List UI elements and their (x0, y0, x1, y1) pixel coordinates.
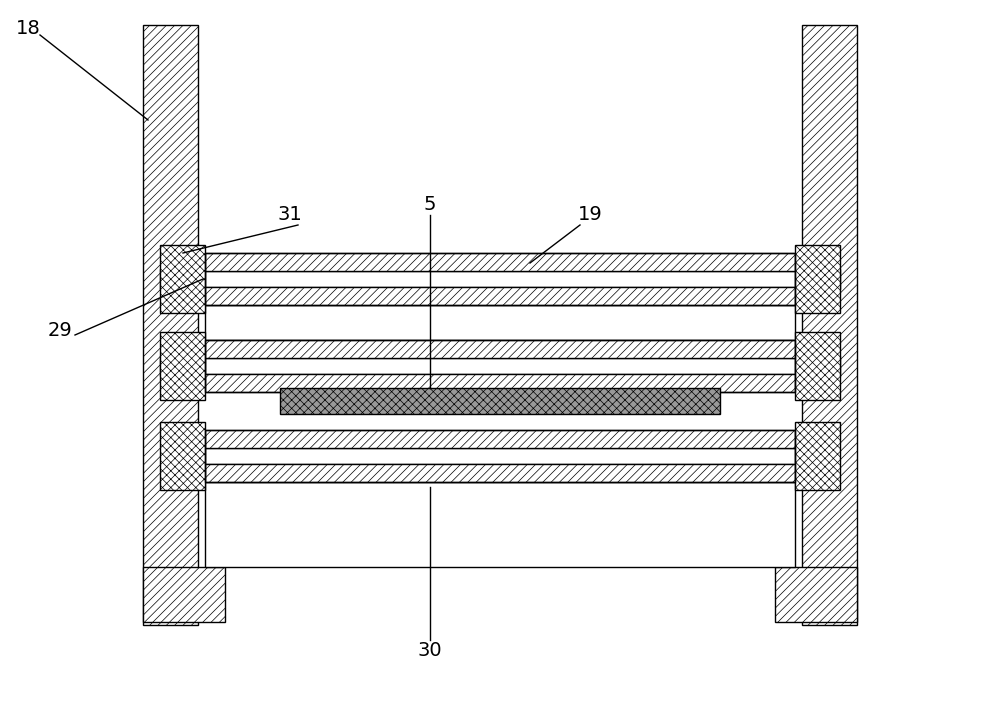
Bar (160, 245, 205, 313)
Bar (160, 269, 198, 289)
Bar (205, 271, 795, 287)
Bar (205, 448, 795, 464)
Text: 31: 31 (278, 206, 302, 225)
Bar (802, 356, 840, 376)
Bar (795, 245, 840, 313)
Text: 18: 18 (16, 19, 40, 38)
Bar (205, 374, 795, 392)
Bar (160, 332, 205, 400)
Text: 19: 19 (578, 206, 602, 225)
Bar (143, 567, 225, 622)
Text: 30: 30 (418, 640, 442, 659)
Text: 5: 5 (424, 196, 436, 214)
Bar (802, 269, 840, 289)
Bar (205, 464, 795, 482)
Bar (205, 253, 795, 305)
Bar (205, 340, 795, 392)
Bar (802, 25, 857, 625)
Text: 29: 29 (48, 321, 72, 339)
Bar (795, 332, 840, 400)
Bar (205, 253, 795, 271)
Bar (205, 430, 795, 482)
Bar (160, 422, 205, 490)
Bar (205, 305, 795, 340)
Bar (160, 356, 198, 376)
Bar (205, 340, 795, 358)
Bar (143, 25, 198, 625)
Bar (205, 358, 795, 374)
Bar (280, 388, 720, 414)
Bar (205, 430, 795, 448)
Bar (205, 287, 795, 305)
Bar (205, 482, 795, 567)
Bar (795, 422, 840, 490)
Bar (775, 567, 857, 622)
